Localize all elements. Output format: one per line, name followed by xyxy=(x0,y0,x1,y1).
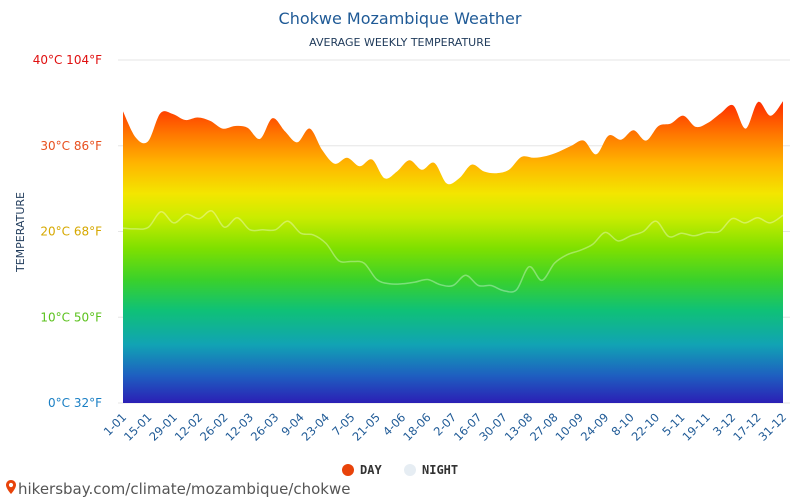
legend-label: DAY xyxy=(360,463,382,477)
x-tick-label: 23-04 xyxy=(299,410,333,444)
x-tick-label: 24-09 xyxy=(578,410,612,444)
x-tick-label: 31-12 xyxy=(756,410,790,444)
legend-marker xyxy=(342,464,354,476)
map-pin-icon xyxy=(6,480,16,494)
x-tick-label: 13-08 xyxy=(502,410,536,444)
x-tick-label: 27-08 xyxy=(527,410,561,444)
legend: DAY NIGHT xyxy=(342,463,458,477)
y-tick-label: 30°C 86°F xyxy=(40,139,102,153)
x-tick-label: 12-03 xyxy=(223,410,257,444)
source-credit: hikersbay.com/climate/mozambique/chokwe xyxy=(6,480,350,498)
y-tick-label: 20°C 68°F xyxy=(40,225,102,239)
plot-area xyxy=(122,101,784,403)
x-tick-label: 26-03 xyxy=(248,410,282,444)
y-tick-label: 40°C 104°F xyxy=(33,53,102,67)
x-tick-label: 10-09 xyxy=(553,410,587,444)
y-axis-ticks: 0°C 32°F 10°C 50°F 20°C 68°F 30°C 86°F 40°C … xyxy=(33,53,102,410)
x-axis-ticks: 1-0115-0129-0112-0226-0212-0326-039-0423… xyxy=(101,410,789,444)
source-link[interactable]: hikersbay.com/climate/mozambique/chokwe xyxy=(18,480,350,498)
x-tick-label: 17-12 xyxy=(730,410,764,444)
chart-subtitle: AVERAGE WEEKLY TEMPERATURE xyxy=(309,36,491,49)
chart-title: Chokwe Mozambique Weather xyxy=(279,9,522,28)
x-tick-label: 18-06 xyxy=(400,410,434,444)
y-tick-label: 10°C 50°F xyxy=(40,310,102,324)
x-tick-label: 12-02 xyxy=(172,410,206,444)
x-tick-label: 15-01 xyxy=(121,410,155,444)
x-tick-label: 26-02 xyxy=(197,410,231,444)
y-tick-label: 0°C 32°F xyxy=(48,396,102,410)
legend-marker xyxy=(404,464,416,476)
x-tick-label: 30-07 xyxy=(476,410,510,444)
x-tick-label: 21-05 xyxy=(349,410,383,444)
y-axis-label: TEMPERATURE xyxy=(14,192,27,273)
x-tick-label: 19-11 xyxy=(679,410,713,444)
x-tick-label: 16-07 xyxy=(451,410,485,444)
night-series-line xyxy=(122,210,784,293)
day-series-area xyxy=(123,101,783,403)
legend-label: NIGHT xyxy=(422,463,458,477)
x-tick-label: 22-10 xyxy=(629,410,663,444)
x-tick-label: 29-01 xyxy=(146,410,180,444)
